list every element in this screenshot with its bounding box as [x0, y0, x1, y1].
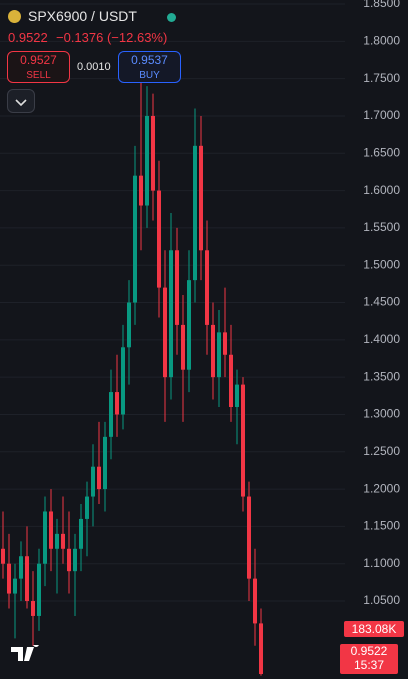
candle-body — [25, 556, 29, 602]
candle-body — [235, 384, 239, 407]
candle-body — [91, 466, 95, 497]
candle-body — [145, 115, 149, 206]
logo — [10, 641, 42, 669]
volume-label: 183.08K — [352, 622, 397, 636]
candle-body — [181, 324, 185, 370]
y-tick-label: 1.6000 — [363, 183, 400, 197]
candle-body — [37, 563, 41, 616]
sell-label: SELL — [26, 70, 51, 81]
candle-body — [211, 324, 215, 378]
candle-body — [1, 548, 5, 564]
candle-body — [109, 392, 113, 437]
candle-body — [253, 578, 257, 624]
chevron — [15, 99, 27, 107]
buy-label: BUY — [139, 70, 160, 81]
y-tick-label: 1.5500 — [363, 220, 400, 234]
y-tick-label: 1.3000 — [363, 407, 400, 421]
symbol-icon — [8, 8, 21, 24]
candle-body — [247, 496, 251, 579]
y-tick-label: 1.1500 — [363, 519, 400, 533]
candle-body — [157, 190, 161, 288]
sell-price: 0.9527 — [20, 53, 57, 67]
candle-body — [79, 518, 83, 549]
y-tick-label: 1.5000 — [363, 257, 400, 271]
collapse-button[interactable] — [7, 89, 35, 113]
candle-body — [133, 175, 137, 303]
candle-body — [85, 496, 89, 519]
y-tick-label: 1.4000 — [363, 332, 400, 346]
candle-body — [175, 250, 179, 325]
candle-body — [55, 533, 59, 549]
candle-body — [31, 601, 35, 616]
buy-button[interactable]: 0.9537 BUY — [118, 51, 181, 83]
y-tick-label: 1.7500 — [363, 71, 400, 85]
candle-body — [13, 578, 17, 594]
candle-body — [217, 332, 221, 378]
candle-body — [193, 145, 197, 281]
candle-body — [67, 548, 71, 572]
spread: 0.0010 — [77, 61, 111, 73]
candle-body — [19, 556, 23, 579]
price: 0.9522 — [8, 30, 48, 45]
candle-body — [199, 145, 203, 251]
candle-body — [97, 466, 101, 490]
logo-mark — [11, 641, 40, 661]
candle-body — [73, 548, 77, 572]
volume-label-bg — [344, 621, 404, 637]
y-tick-label: 1.2000 — [363, 481, 400, 495]
last-price-bg — [340, 644, 398, 674]
candle-body — [43, 511, 47, 564]
candle-body — [223, 332, 227, 355]
candle-body — [151, 115, 155, 191]
candle-body — [49, 511, 53, 549]
y-tick-label: 1.6500 — [363, 145, 400, 159]
change: −0.1376 (−12.63%) — [56, 30, 168, 45]
candle-body — [103, 436, 107, 490]
candle-body — [139, 175, 143, 206]
last-price-label: 0.9522 — [351, 644, 388, 658]
candle-body — [187, 280, 191, 370]
candle-body — [115, 392, 119, 415]
candle-body — [259, 623, 263, 675]
candle-body — [163, 287, 167, 378]
y-tick-label: 1.8000 — [363, 34, 400, 48]
symbol[interactable]: SPX6900 / USDT — [28, 8, 137, 24]
candle-body — [205, 250, 209, 325]
y-tick-label: 1.7000 — [363, 108, 400, 122]
candle-body — [241, 384, 245, 497]
status-dot — [167, 10, 176, 25]
y-tick-label: 1.0500 — [363, 593, 400, 607]
candle-body — [61, 533, 65, 549]
y-tick-label: 1.8500 — [363, 0, 400, 10]
y-tick-label: 1.4500 — [363, 295, 400, 309]
buy-price: 0.9537 — [131, 53, 168, 67]
y-tick-label: 1.2500 — [363, 444, 400, 458]
y-tick-label: 1.1000 — [363, 556, 400, 570]
candle-body — [7, 563, 11, 594]
candle-body — [121, 347, 125, 415]
candle-body — [229, 354, 233, 407]
y-tick-label: 1.3500 — [363, 369, 400, 383]
countdown: 15:37 — [354, 658, 384, 672]
candle-body — [169, 250, 173, 378]
candle-body — [127, 302, 131, 348]
sell-button[interactable]: 0.9527 SELL — [7, 51, 70, 83]
